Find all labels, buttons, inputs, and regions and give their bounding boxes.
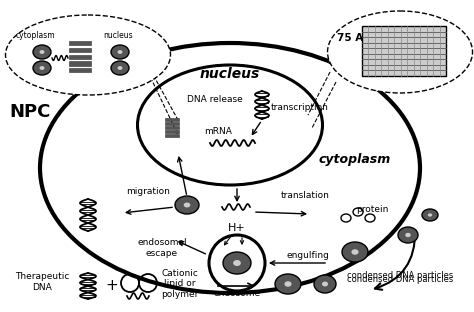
Ellipse shape (118, 50, 122, 54)
Text: cytoplasm: cytoplasm (319, 154, 391, 167)
Bar (69, 61, 91, 66)
Text: cytoplasm: cytoplasm (15, 32, 55, 41)
Ellipse shape (175, 196, 199, 214)
Ellipse shape (328, 11, 473, 93)
Text: H+: H+ (228, 223, 246, 233)
Text: engulfing: engulfing (287, 251, 329, 260)
Ellipse shape (351, 249, 358, 255)
Ellipse shape (40, 43, 420, 293)
Text: 75 A: 75 A (337, 33, 363, 43)
Bar (165, 130, 179, 133)
Text: translation: translation (281, 192, 329, 201)
Bar (165, 126, 179, 129)
Bar (362, 26, 446, 76)
Ellipse shape (33, 61, 51, 75)
Text: NPC: NPC (9, 103, 51, 121)
Ellipse shape (33, 45, 51, 59)
Ellipse shape (223, 252, 251, 274)
Bar (165, 134, 179, 137)
Ellipse shape (314, 275, 336, 293)
Ellipse shape (275, 274, 301, 294)
Ellipse shape (111, 45, 129, 59)
Text: Therapeutic
DNA: Therapeutic DNA (15, 272, 69, 292)
Bar (69, 55, 91, 59)
Text: condensed DNA particles: condensed DNA particles (347, 271, 453, 280)
Text: nucleus: nucleus (200, 67, 260, 81)
Ellipse shape (111, 61, 129, 75)
Ellipse shape (39, 66, 45, 70)
Text: nucleus: nucleus (103, 32, 133, 41)
Bar (69, 48, 91, 52)
Bar (69, 68, 91, 72)
FancyArrowPatch shape (375, 231, 415, 290)
Text: protein: protein (356, 206, 388, 215)
Bar (165, 118, 179, 120)
Text: Cationic
lipid or
polymer: Cationic lipid or polymer (161, 269, 199, 299)
Text: DNA release: DNA release (187, 95, 243, 105)
Text: mRNA: mRNA (204, 128, 232, 137)
Ellipse shape (405, 233, 411, 237)
Ellipse shape (184, 202, 190, 207)
Ellipse shape (428, 213, 432, 217)
Text: condensed DNA particles: condensed DNA particles (347, 275, 453, 285)
Ellipse shape (342, 242, 368, 262)
Text: migration: migration (126, 188, 170, 197)
Ellipse shape (398, 227, 418, 243)
Bar (165, 122, 179, 124)
Ellipse shape (233, 260, 241, 266)
Text: endosome: endosome (213, 290, 261, 299)
Circle shape (209, 235, 265, 291)
Text: +: + (106, 279, 118, 294)
Ellipse shape (284, 281, 292, 287)
Text: endosomal
escape: endosomal escape (137, 238, 187, 258)
Ellipse shape (422, 209, 438, 221)
Text: transcription: transcription (271, 103, 329, 111)
Ellipse shape (137, 65, 322, 185)
Ellipse shape (39, 50, 45, 54)
Ellipse shape (118, 66, 122, 70)
Ellipse shape (6, 15, 171, 95)
Bar (69, 41, 91, 45)
Ellipse shape (322, 281, 328, 286)
